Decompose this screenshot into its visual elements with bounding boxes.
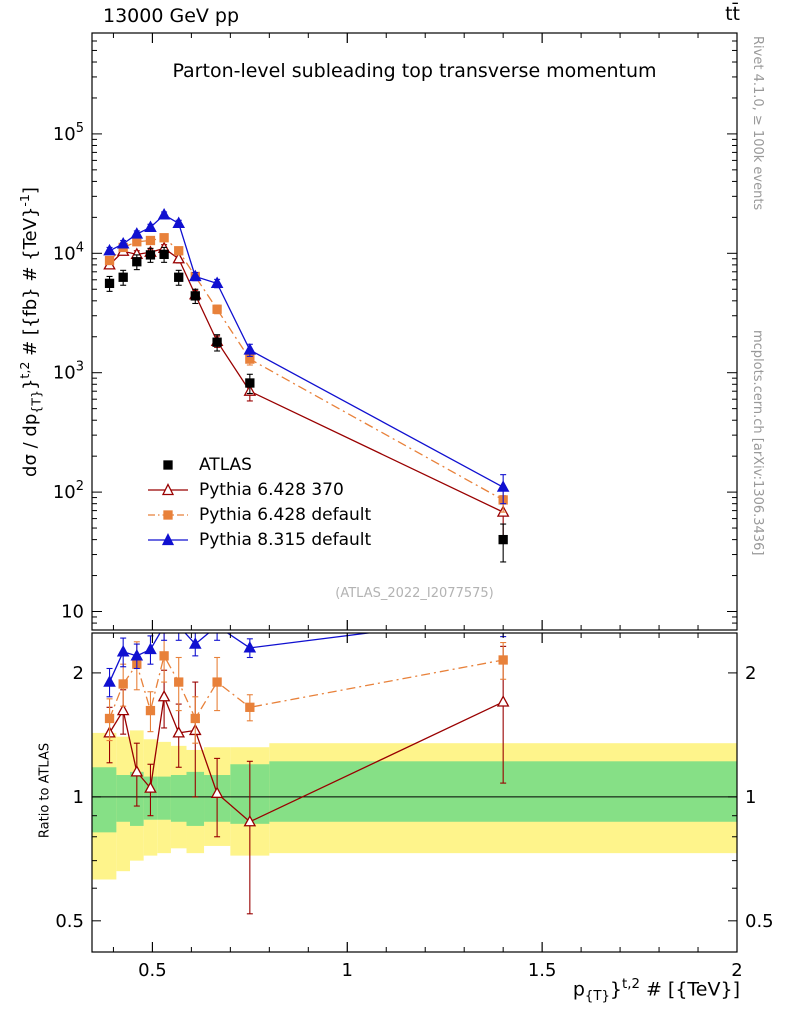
- ratio-line-2: [108, 654, 504, 720]
- legend-marker-atlas-icon: [163, 459, 173, 470]
- ratio-line-1: [108, 694, 504, 823]
- legend-label-pythia6-default: Pythia 6.428 default: [199, 504, 372, 525]
- ratio-series: [103, 633, 510, 915]
- process-label: tt̄: [725, 3, 740, 25]
- rivet-version-note: Rivet 4.1.0, ≥ 100k events: [750, 36, 765, 211]
- ratio-tick-label-right: 2: [745, 663, 756, 684]
- x-tick-label: 1.5: [528, 960, 557, 981]
- main-line-3: [109, 214, 504, 488]
- y-main-tick-label: 102: [53, 479, 84, 503]
- x-tick-label: 1: [342, 960, 353, 981]
- legend-label-atlas: ATLAS: [199, 454, 252, 475]
- x-axis-label: p{T}}t,2 # [{TeV}]: [572, 977, 740, 1005]
- y-axis-label: dσ / dp{T}}t,2 # [{fb} # {TeV}-1]: [17, 187, 44, 477]
- analysis-watermark: (ATLAS_2022_I2077575): [335, 586, 494, 601]
- uncertainty-bands: [92, 730, 737, 880]
- legend-marker-pythia8-default-icon: [148, 532, 188, 545]
- mcplots-attribution-note: mcplots.cern.ch [arXiv:1306.3436]: [750, 330, 765, 556]
- x-tick-label: 0.5: [138, 960, 167, 981]
- legend-label-pythia6-370: Pythia 6.428 370: [199, 479, 344, 500]
- legend: ATLAS Pythia 6.428 370 Pythia 6.428 defa…: [146, 452, 371, 552]
- legend-item-pythia6-default: Pythia 6.428 default: [146, 502, 371, 527]
- plot-title: Parton-level subleading top transverse m…: [172, 60, 657, 82]
- main-line-1: [109, 247, 504, 513]
- ratio-tick-label-right: 0.5: [745, 911, 774, 932]
- ratio-tick-label-left: 1: [73, 787, 84, 808]
- ratio-tick-label-left: 0.5: [55, 911, 84, 932]
- y-main-tick-label: 104: [53, 240, 84, 264]
- beam-energy-label: 13000 GeV pp: [103, 5, 240, 27]
- ratio-tick-label-left: 2: [73, 663, 84, 684]
- legend-label-pythia8-default: Pythia 8.315 default: [199, 529, 372, 550]
- ratio-axis-label: Ratio to ATLAS: [37, 742, 53, 839]
- main-line-2: [109, 237, 504, 501]
- y-main-tick-label: 105: [53, 121, 84, 145]
- ratio-line-3: [108, 633, 374, 683]
- main-series: [103, 207, 510, 563]
- legend-item-pythia8-default: Pythia 8.315 default: [146, 527, 371, 552]
- legend-item-pythia6-370: Pythia 6.428 370: [146, 477, 371, 502]
- y-main-tick-label: 10: [61, 602, 84, 623]
- y-main-tick-label: 103: [53, 360, 84, 384]
- legend-marker-pythia6-370-icon: [148, 482, 188, 495]
- axis-ticks: [92, 32, 738, 952]
- legend-marker-pythia6-default-icon: [148, 509, 188, 520]
- main-panel-border: [91, 32, 738, 631]
- ratio-panel-border: [91, 632, 738, 953]
- x-tick-label: 2: [731, 960, 742, 981]
- legend-item-atlas: ATLAS: [146, 452, 371, 477]
- ratio-tick-label-right: 1: [745, 787, 756, 808]
